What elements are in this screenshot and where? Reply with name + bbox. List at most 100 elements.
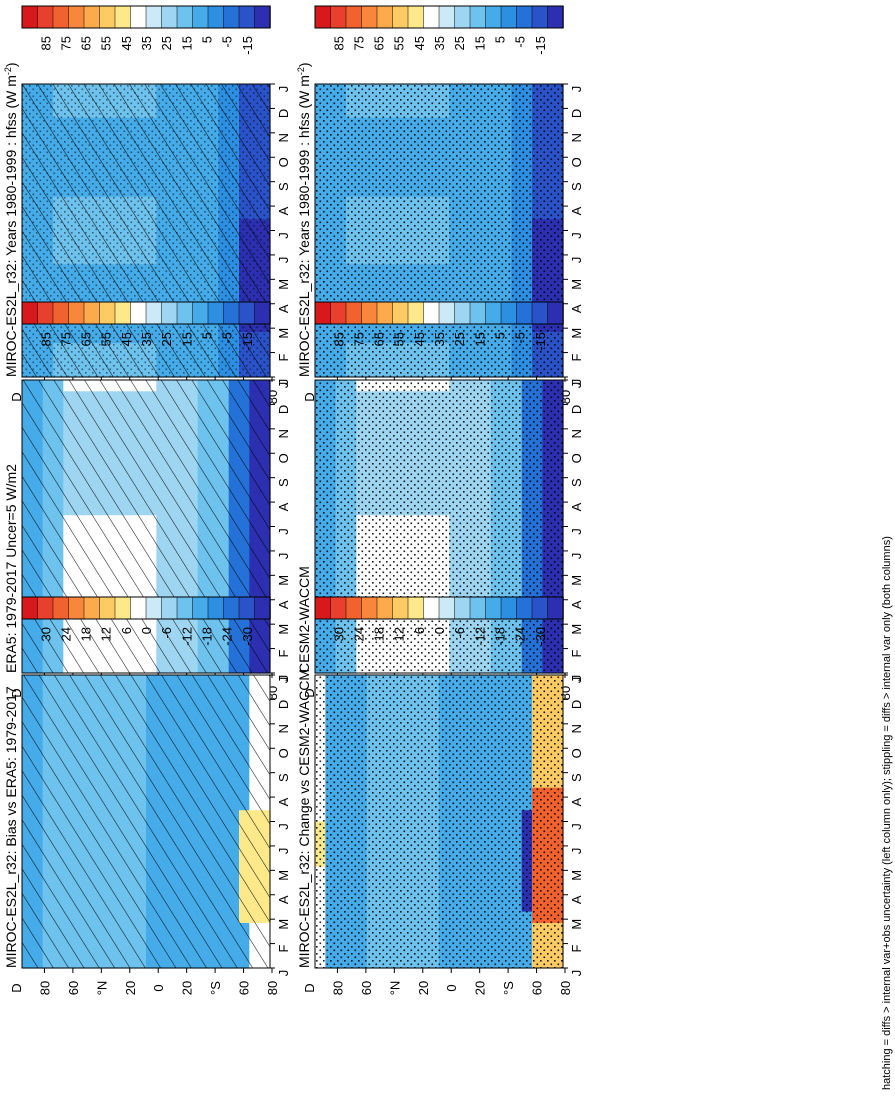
colorbar-swatch [223,596,240,620]
month-tick-label: F [276,354,291,362]
month-tick-label: N [569,429,584,438]
month-tick-label: D [569,700,584,709]
latitude-tick-label: 20 [473,981,488,995]
colorbar-swatch [392,596,409,620]
colorbar-swatch [83,301,101,325]
month-tick-label: J [276,86,291,93]
colorbar-swatch [207,596,225,620]
colorbar-label: -5 [220,332,235,344]
colorbar-swatch [145,301,163,325]
colorbar: 85 75 65 55 45 35 25 15 5 -5 -15 [314,301,564,351]
colorbar-swatch [145,5,163,29]
colorbar-label: 25 [452,36,467,50]
colorbar-label: 45 [119,332,134,346]
latitude-tick-label: 80 [558,981,573,995]
colorbar-swatch [254,5,271,29]
colorbar-swatch [485,5,502,29]
panel-title: CESM2-WACCM [296,566,312,673]
colorbar-swatch [423,596,440,620]
colorbar-label: 18 [79,627,94,641]
month-axis: J F M A M J J A S O N D J [563,674,584,977]
month-tick-label: J [276,677,291,684]
title-superscript: -2 [3,67,13,75]
stippling-overlay [22,84,270,377]
month-tick-label: J [276,232,291,239]
month-tick-label: J [569,528,584,535]
colorbar-swatch [37,5,54,29]
colorbar-swatch [192,301,209,325]
month-tick-label: M [569,279,584,290]
colorbar-swatch [469,596,487,620]
colorbar-frame [21,5,271,29]
colorbar-label: 5 [199,332,214,339]
title-superscript: -2 [296,67,306,75]
colorbar-swatch [207,301,225,325]
month-tick-label: J [276,823,291,830]
colorbar-swatch [238,5,256,29]
colorbar-label: -24 [220,627,235,646]
colorbar-swatch [469,5,487,29]
colorbar-swatch [52,596,70,620]
colorbar-label: -15 [240,332,255,351]
colorbar: 30 24 18 12 6 0 -6 -12 -18 -24 -30 [314,596,564,646]
month-tick-label: J [276,382,291,389]
colorbar-label: 75 [351,36,366,50]
colorbar-swatch [361,301,378,325]
colorbar-swatch [438,301,456,325]
month-tick-label: M [276,328,291,339]
colorbar-label: 30 [38,627,53,641]
colorbar-swatch [68,301,85,325]
colorbar-label: 25 [159,332,174,346]
colorbar-label: 15 [472,36,487,50]
month-tick-label: D [276,700,291,709]
month-tick-label: J [569,379,584,386]
month-tick-label: S [276,773,291,782]
colorbar-label: 45 [412,36,427,50]
colorbar-swatch [314,301,332,325]
colorbar-label: 55 [99,36,114,50]
colorbar-label: -30 [240,627,255,646]
colorbar-label: 45 [412,332,427,346]
panel-4: JFMAMJJASONDJD8060°N20020°S6080CESM2-WAC… [296,301,584,700]
month-tick-label: M [276,919,291,930]
colorbar-swatch [314,596,332,620]
colorbar-swatch [376,5,394,29]
colorbar-swatch [254,596,271,620]
month-axis: J F M A M J J A S O N D J [270,674,291,976]
colorbar-label: 5 [492,36,507,43]
month-tick-label: F [276,945,291,953]
colorbar-label: 15 [179,332,194,346]
month-axis: J F M A M J J A S O N D J [563,379,584,681]
latitude-tick-label: 60 [66,981,81,995]
colorbar-swatch [99,596,116,620]
month-tick-label: O [569,453,584,463]
colorbar-label: 6 [412,627,427,634]
month-tick-label: N [276,133,291,142]
month-tick-label: N [276,724,291,733]
colorbar-label: 85 [331,36,346,50]
colorbar-swatch [114,301,132,325]
colorbar-swatch [130,596,147,620]
colorbar-swatch [361,596,378,620]
colorbar-label: -15 [240,36,255,55]
colorbar-swatch [392,5,409,29]
title-close: ) [296,62,312,67]
colorbar-label: -15 [533,332,548,351]
panel-title: MIROC-ES2L_r32: Change vs CESM2-WACCM [296,669,312,968]
colorbar-label: -12 [472,627,487,646]
month-tick-label: J [276,528,291,535]
month-tick-label: M [569,919,584,930]
colorbar-swatch [130,5,147,29]
month-tick-label: A [569,600,584,609]
month-tick-label: A [276,304,291,313]
month-tick-label: J [569,970,584,977]
month-tick-label: F [569,945,584,953]
month-axis: J F M A M J J A S O N D J [270,379,291,682]
colorbar: 85 75 65 55 45 35 25 15 5 -5 -15 [314,5,564,55]
month-tick-label: J [276,675,291,682]
colorbar-swatch [438,596,456,620]
colorbar-swatch [330,301,347,325]
colorbar-swatch [500,596,518,620]
latitude-tick-label: D [9,688,24,697]
